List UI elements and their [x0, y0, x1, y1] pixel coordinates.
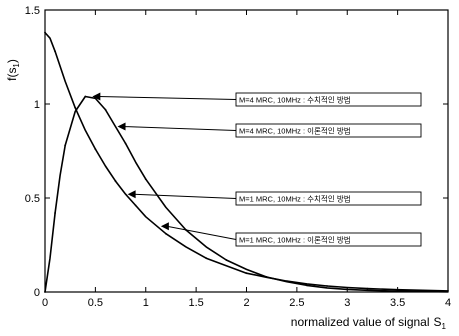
data-point	[44, 31, 46, 34]
data-point	[94, 148, 97, 151]
annotation-arrow	[123, 126, 237, 131]
data-point	[114, 180, 117, 182]
x-tick-label: 2.5	[289, 297, 304, 309]
series-line-1	[44, 95, 449, 293]
arrowhead	[127, 190, 136, 199]
data-point	[447, 289, 449, 292]
y-tick-label: 1	[34, 99, 40, 111]
data-point	[64, 144, 67, 147]
y-tick-label: 0	[34, 287, 40, 299]
y-axis-label: f(s1)	[5, 59, 21, 81]
data-point	[205, 257, 208, 260]
data-point	[225, 259, 228, 261]
plot-frame	[44, 9, 449, 293]
annotation-label: M=4 MRC, 10MHz : 수치적인 방법	[239, 95, 351, 105]
data-point	[346, 288, 349, 291]
x-tick-label: 1	[143, 297, 149, 309]
data-point	[74, 106, 77, 109]
data-point	[54, 212, 56, 214]
x-tick-label: 3.5	[390, 297, 405, 309]
data-point	[165, 232, 167, 235]
x-tick-label: 1.5	[188, 297, 203, 309]
series-line-2	[44, 32, 449, 292]
annotation-arrow	[98, 95, 237, 100]
data-point	[285, 280, 288, 282]
annotation-arrow	[133, 193, 237, 199]
x-tick-label: 3	[344, 297, 350, 309]
data-point	[84, 95, 87, 98]
data-point	[366, 287, 369, 290]
x-tick-label: 0.5	[88, 297, 103, 309]
annotation-label: M=4 MRC, 10MHz : 이론적인 방법	[239, 126, 351, 136]
x-tick-label: 4	[445, 297, 451, 309]
data-point	[104, 108, 107, 111]
annotation-label: M=1 MRC, 10MHz : 이론적인 방법	[239, 235, 351, 245]
y-tick-label: 1.5	[25, 5, 40, 17]
x-tick-label: 2	[243, 297, 249, 309]
arrowhead	[117, 122, 126, 131]
annotation-arrow	[166, 225, 237, 240]
arrowhead	[160, 222, 169, 231]
data-point	[54, 50, 56, 53]
data-point	[245, 272, 248, 275]
data-point	[306, 284, 308, 287]
data-point	[396, 290, 399, 293]
data-point	[44, 291, 46, 293]
data-point	[124, 142, 127, 145]
arrowhead	[92, 92, 101, 101]
x-tick-label: 0	[42, 297, 48, 309]
annotation-label: M=1 MRC, 10MHz : 수치적인 방법	[239, 194, 351, 204]
data-point	[326, 285, 328, 287]
x-axis-label: normalized value of signal S1	[291, 315, 447, 331]
data-point	[144, 178, 147, 181]
y-tick-label: 0.5	[25, 193, 40, 205]
data-point	[134, 204, 137, 207]
